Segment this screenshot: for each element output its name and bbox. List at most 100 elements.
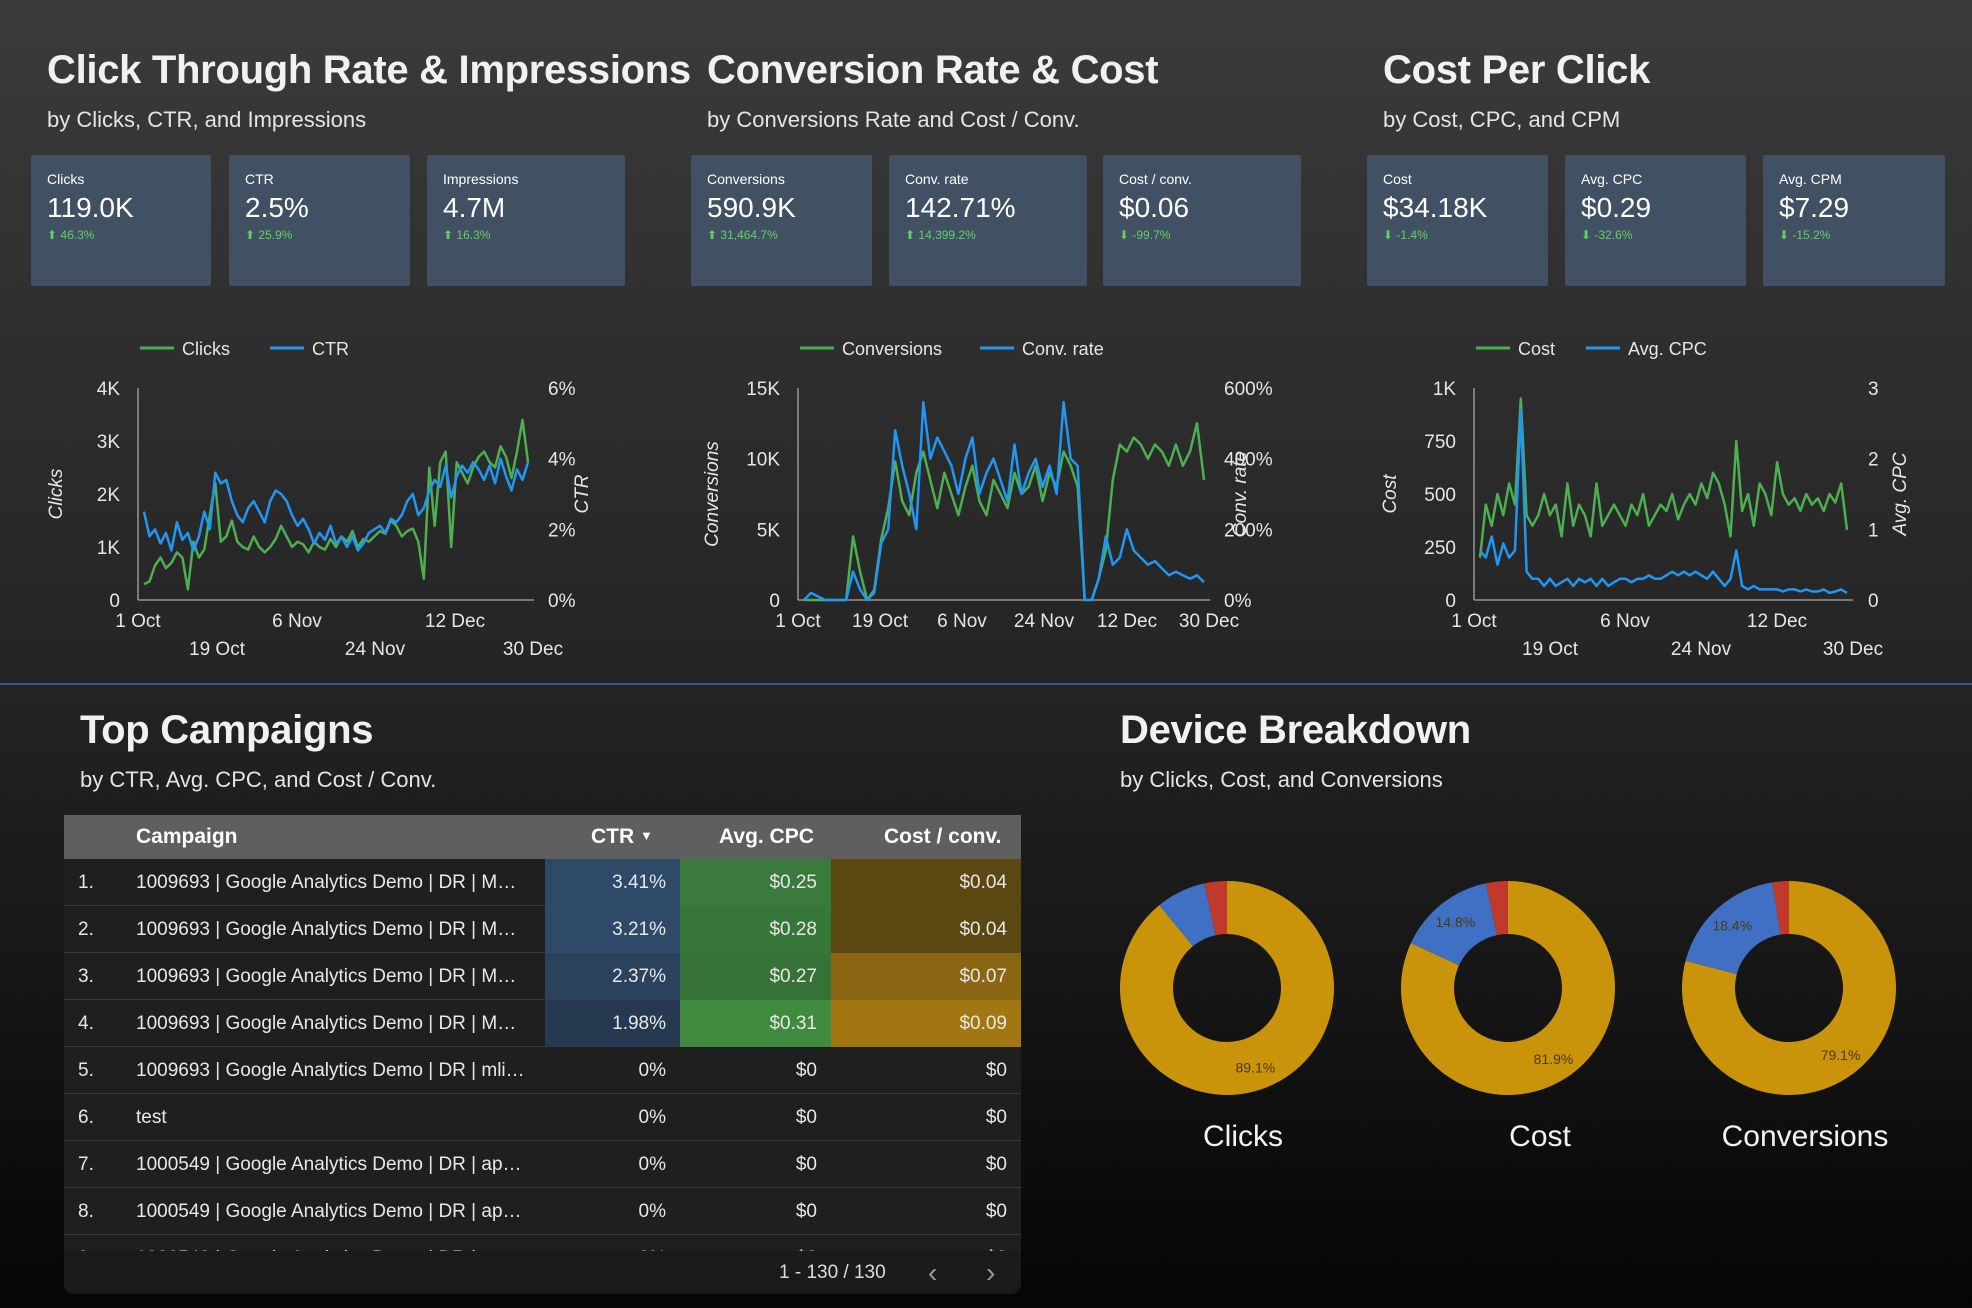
campaigns-section-header: Top Campaigns by CTR, Avg. CPC, and Cost… [80,708,436,793]
header-cost-per-conv[interactable]: Cost / conv. [884,825,1002,848]
kpi-value: $7.29 [1779,192,1850,223]
section-subtitle: by Clicks, CTR, and Impressions [47,107,367,132]
ctr-cell: 3.21% [545,906,680,953]
row-number: 9. [78,1235,118,1251]
campaign-cell: test [136,1107,167,1128]
cost-per-conv-cell: $0 [985,1201,1007,1222]
campaign-cell: 1009693 | Google Analytics Demo | DR | M… [136,1013,517,1034]
table-row[interactable]: 7. 1000549 | Google Analytics Demo | DR |… [64,1141,1021,1188]
x-tick-label: 24 Nov [1671,639,1732,660]
donut-slice [1485,881,1508,936]
table-row[interactable]: 1. 1009693 | Google Analytics Demo | DR |… [64,859,1021,906]
y-tick-label: 10K [746,450,780,471]
y-right-tick-label: 600% [1224,379,1273,400]
campaign-cell: 1009693 | Google Analytics Demo | DR | m… [136,1060,525,1081]
kpi-card-conv-rate[interactable]: Conv. rate 142.71% ⬆ 14,399.2% [889,155,1087,286]
header-avg-cpc[interactable]: Avg. CPC [719,825,814,848]
avg-cpc-cell: $0 [795,1107,817,1128]
series-line-conversions [804,422,1206,602]
donut-slice-label: 79.1% [1821,1047,1861,1063]
table-row[interactable]: 2. 1009693 | Google Analytics Demo | DR |… [64,906,1021,953]
donut-slice [1401,881,1615,1095]
table-row[interactable]: 5. 1009693 | Google Analytics Demo | DR |… [64,1047,1021,1094]
kpi-delta: ⬆ 16.3% [443,228,491,242]
device-donuts: 89.1% 81.9% 14.8% 79.1% 18.4% [1120,881,1896,1095]
campaign-cell: 1000549 | Google Analytics Demo | DR | a… [136,1154,522,1175]
table-row[interactable]: 3. 1009693 | Google Analytics Demo | DR |… [64,953,1021,1000]
x-tick-label: 1 Oct [775,611,821,632]
legend-label: Clicks [182,339,230,359]
y-tick-label: 2K [97,485,121,506]
table-footer: 1 - 130 / 130 ‹ › [64,1251,1021,1294]
y-right-axis-title: CTR [572,474,593,513]
section-title: Click Through Rate & Impressions [47,48,691,92]
kpi-card-ctr[interactable]: CTR 2.5% ⬆ 25.9% [229,155,410,286]
campaign-cell: 1000549 | Google Analytics Demo | DR | a… [136,1235,536,1251]
table-row[interactable]: 4. 1009693 | Google Analytics Demo | DR |… [64,1000,1021,1047]
donut-title-clicks: Clicks [1203,1120,1283,1153]
avg-cpc-cell: $0.25 [680,859,831,906]
donut-slice-label: 81.9% [1534,1051,1574,1067]
kpi-card-avg-cpm[interactable]: Avg. CPM $7.29 ⬇ -15.2% [1763,155,1945,286]
x-tick-label: 19 Oct [1522,639,1579,660]
kpi-delta: ⬇ -1.4% [1383,228,1428,242]
device-section-header: Device Breakdown by Clicks, Cost, and Co… [1120,708,1471,793]
row-number: 1. [78,872,94,893]
kpi-card-conversions[interactable]: Conversions 590.9K ⬆ 31,464.7% [691,155,872,286]
kpi-delta: ⬆ 25.9% [245,228,293,242]
kpi-delta: ⬆ 14,399.2% [905,228,976,242]
cost-per-conv-cell: $0 [985,1154,1007,1175]
y-right-axis-title: Avg. CPC [1890,452,1911,536]
table-row[interactable]: 8. 1000549 | Google Analytics Demo | DR |… [64,1188,1021,1235]
kpi-delta: ⬇ -99.7% [1119,228,1171,242]
series-line-clicks [143,418,530,591]
kpi-card-avg-cpc[interactable]: Avg. CPC $0.29 ⬇ -32.6% [1565,155,1746,286]
y-tick-label: 1K [97,538,121,559]
x-tick-label: 24 Nov [345,639,406,660]
x-tick-label: 6 Nov [272,611,322,632]
kpi-value: 4.7M [443,192,506,223]
row-number: 2. [78,919,94,940]
campaign-cell: 1009693 | Google Analytics Demo | DR | M… [136,919,517,940]
avg-cpc-cell: $0.31 [680,1000,831,1047]
kpi-delta: ⬆ 31,464.7% [707,228,778,242]
kpi-card-cost[interactable]: Cost $34.18K ⬇ -1.4% [1367,155,1548,286]
sort-desc-icon: ▼ [640,828,653,843]
table-row[interactable]: 6. test 0% $0 $0 [64,1094,1021,1141]
prev-page-icon[interactable]: ‹ [928,1257,938,1288]
x-tick-label: 1 Oct [1451,611,1497,632]
y-tick-label: 250 [1424,538,1456,559]
y-right-tick-label: 0% [548,591,576,612]
kpi-label: Cost / conv. [1119,171,1192,187]
avg-cpc-cell: $0 [795,1154,817,1175]
x-tick-label: 30 Dec [503,639,563,660]
kpi-value: 590.9K [707,192,796,223]
y-right-tick-label: 2% [548,520,576,541]
cpc-section-header: Cost Per Click by Cost, CPC, and CPM [1383,48,1650,133]
y-tick-label: 3K [97,432,121,453]
y-tick-label: 15K [746,379,780,400]
kpi-card-cost-per-conv[interactable]: Cost / conv. $0.06 ⬇ -99.7% [1103,155,1301,286]
table-row[interactable]: 9. 1000549 | Google Analytics Demo | DR |… [64,1235,1021,1251]
kpi-card-impressions[interactable]: Impressions 4.7M ⬆ 16.3% [427,155,625,286]
kpi-value: $34.18K [1383,192,1488,223]
cost-per-conv-cell: $0.04 [831,859,1021,906]
section-subtitle: by CTR, Avg. CPC, and Cost / Conv. [80,767,437,792]
x-tick-label: 19 Oct [852,611,909,632]
donut-slice [1685,882,1781,975]
next-page-icon[interactable]: › [986,1257,996,1288]
ctr-cell: 1.98% [545,1000,680,1047]
cost-per-conv-cell: $0 [831,1235,1021,1251]
kpi-card-clicks[interactable]: Clicks 119.0K ⬆ 46.3% [31,155,211,286]
y-tick-label: 750 [1424,432,1456,453]
y-right-tick-label: 3 [1868,379,1879,400]
donut-slice-label: 18.4% [1712,917,1752,933]
header-campaign[interactable]: Campaign [136,825,238,848]
avg-cpc-cell: $0.27 [680,953,831,1000]
kpi-label: Avg. CPM [1779,171,1842,187]
x-tick-label: 19 Oct [189,639,246,660]
table-body: 1. 1009693 | Google Analytics Demo | DR |… [64,859,1021,1251]
header-ctr[interactable]: CTR ▼ [591,825,653,849]
cost-per-conv-cell: $0.09 [831,1000,1021,1047]
kpi-value: $0.06 [1119,192,1190,223]
